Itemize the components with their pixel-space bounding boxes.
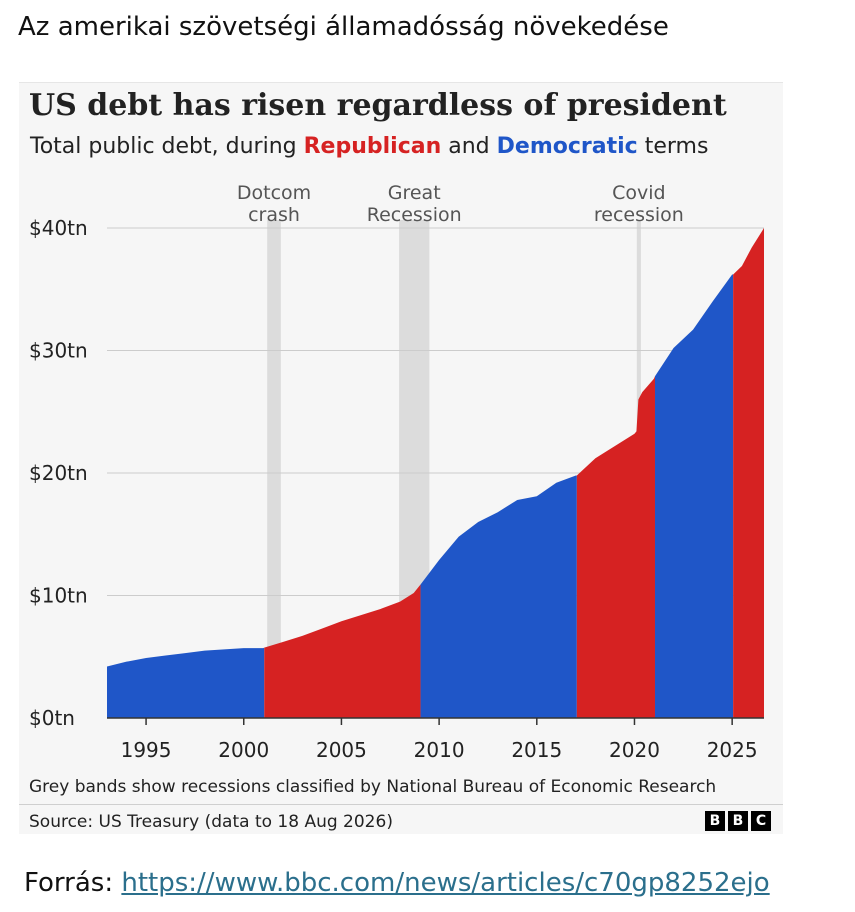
debt-chart-plot: $0tn $10tn $20tn $30tn $40tn 1995 2000 2005 2010… [29, 182, 764, 762]
chart-subtitle: Total public debt, during Republican and… [30, 134, 708, 159]
source-prefix: Forrás: [24, 868, 114, 898]
y-tick-label: $10tn [29, 584, 88, 608]
source-link[interactable]: https://www.bbc.com/news/articles/c70gp8… [121, 868, 770, 898]
area-term-democratic [654, 274, 734, 718]
page-heading: Az amerikai szövetségi államadósság növe… [18, 12, 669, 42]
subtitle-part: terms [637, 134, 709, 159]
chart-card: US debt has risen regardless of presiden… [19, 82, 783, 834]
x-tick-label: 2005 [316, 738, 367, 762]
subtitle-democratic: Democratic [496, 134, 638, 159]
x-tick-label: 2015 [511, 738, 562, 762]
recession-label-line: Dotcom [237, 182, 311, 204]
recession-label: Covid recession [594, 182, 684, 226]
x-tick-label: 2020 [609, 738, 660, 762]
recession-label-line: Recession [367, 204, 462, 226]
footer-rule [19, 804, 783, 805]
y-tick-label: $40tn [29, 216, 88, 240]
y-tick-label: $30tn [29, 339, 88, 363]
subtitle-part: Total public debt, during [30, 134, 304, 159]
x-tick-label: 2010 [414, 738, 465, 762]
recession-label: Great Recession [367, 182, 462, 226]
area-term-democratic [107, 647, 265, 718]
card-top-rule [19, 82, 783, 83]
recession-label-line: Covid [612, 182, 665, 204]
x-tick-label: 1995 [121, 738, 172, 762]
area-term-republican [264, 584, 421, 718]
x-tick-label: 2000 [218, 738, 269, 762]
subtitle-republican: Republican [303, 134, 442, 159]
x-tick-label: 2025 [707, 738, 758, 762]
recession-label: Dotcom crash [237, 182, 311, 226]
recession-label-line: crash [248, 204, 300, 226]
subtitle-part: and [441, 134, 497, 159]
bbc-logo-letter: C [751, 811, 771, 831]
chart-title: US debt has risen regardless of presiden… [29, 88, 727, 123]
bbc-logo-letter: B [705, 811, 725, 831]
chart-source: Source: US Treasury (data to 18 Aug 2026… [29, 812, 393, 832]
y-tick-label: $20tn [29, 461, 88, 485]
recession-label-line: recession [594, 204, 684, 226]
area-term-republican [576, 376, 655, 718]
recession-footnote: Grey bands show recessions classified by… [29, 777, 717, 797]
area-term-republican [733, 228, 764, 718]
recession-label-line: Great [388, 182, 441, 204]
area-term-democratic [420, 475, 577, 718]
source-line: Forrás: https://www.bbc.com/news/article… [24, 868, 770, 898]
bbc-logo-letter: B [728, 811, 748, 831]
bbc-logo: B B C [705, 811, 771, 831]
recession-band [267, 220, 281, 718]
y-tick-label: $0tn [29, 706, 75, 730]
